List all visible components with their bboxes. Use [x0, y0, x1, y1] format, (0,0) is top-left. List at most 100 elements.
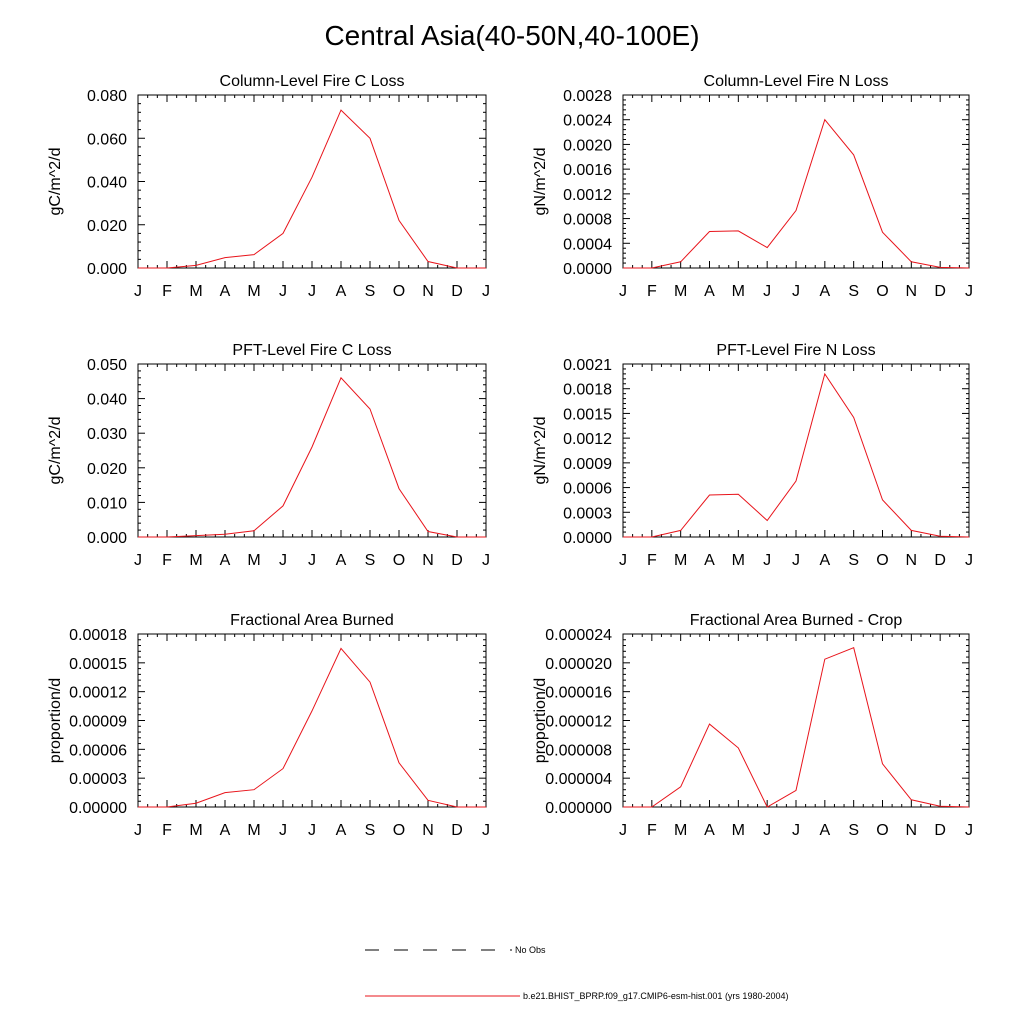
- x-tick-label: A: [819, 283, 830, 300]
- y-tick-label: 0.050: [87, 357, 127, 374]
- x-tick-label: J: [763, 822, 771, 839]
- x-tick-label: F: [647, 552, 657, 569]
- x-tick-label: M: [189, 283, 202, 300]
- plot-frame: [622, 363, 970, 538]
- y-tick-label: 0.0020: [563, 137, 612, 154]
- y-tick-label: 0.0009: [563, 456, 612, 473]
- x-tick-label: M: [189, 552, 202, 569]
- x-tick-label: M: [247, 552, 260, 569]
- y-tick-label: 0.020: [87, 218, 127, 235]
- x-tick-label: J: [792, 552, 800, 569]
- y-axis-label: proportion/d: [47, 678, 64, 763]
- x-tick-label: M: [189, 822, 202, 839]
- x-tick-label: M: [674, 822, 687, 839]
- plot-frame: [622, 94, 970, 269]
- x-tick-label: D: [451, 552, 463, 569]
- x-tick-label: M: [732, 283, 745, 300]
- y-tick-label: 0.000004: [545, 771, 612, 788]
- x-tick-label: M: [732, 822, 745, 839]
- y-tick-label: 0.080: [87, 88, 127, 105]
- series-line: [623, 647, 970, 808]
- chart-title: PFT-Level Fire C Loss: [232, 342, 391, 359]
- x-tick-label: M: [674, 283, 687, 300]
- x-tick-label: S: [365, 552, 376, 569]
- x-tick-label: D: [934, 552, 946, 569]
- x-tick-label: A: [704, 822, 715, 839]
- x-tick-label: J: [792, 283, 800, 300]
- y-tick-label: 0.000: [87, 261, 127, 278]
- y-tick-label: 0.0018: [563, 382, 612, 399]
- y-tick-label: 0.060: [87, 131, 127, 148]
- y-tick-label: 0.020: [87, 461, 127, 478]
- x-tick-label: J: [792, 822, 800, 839]
- x-tick-label: J: [308, 552, 316, 569]
- x-tick-label: J: [619, 552, 627, 569]
- x-tick-label: M: [247, 822, 260, 839]
- x-tick-label: J: [279, 283, 287, 300]
- x-tick-label: J: [482, 283, 490, 300]
- x-tick-label: M: [247, 283, 260, 300]
- x-tick-label: A: [220, 822, 231, 839]
- y-tick-label: 0.0015: [563, 406, 612, 423]
- x-tick-label: A: [336, 552, 347, 569]
- y-tick-label: 0.040: [87, 392, 127, 409]
- y-tick-label: 0.00003: [69, 771, 127, 788]
- x-tick-label: N: [422, 822, 434, 839]
- y-tick-label: 0.000016: [545, 685, 612, 702]
- y-tick-label: 0.000: [87, 530, 127, 547]
- y-tick-label: 0.000000: [545, 800, 612, 817]
- legend-label-2: b.e21.BHIST_BPRP.f09_g17.CMIP6-esm-hist.…: [523, 991, 788, 1001]
- y-tick-label: 0.0003: [563, 505, 612, 522]
- chart-title: Column-Level Fire C Loss: [220, 73, 405, 90]
- y-axis-label: gN/m^2/d: [532, 148, 549, 216]
- y-tick-label: 0.00000: [69, 800, 127, 817]
- x-tick-label: F: [162, 822, 172, 839]
- x-tick-label: N: [422, 283, 434, 300]
- plot-frame: [137, 633, 487, 808]
- x-tick-label: A: [704, 283, 715, 300]
- x-tick-label: O: [876, 822, 888, 839]
- x-tick-label: J: [134, 283, 142, 300]
- x-tick-label: J: [619, 822, 627, 839]
- y-tick-label: 0.00009: [69, 714, 127, 731]
- y-tick-label: 0.00006: [69, 742, 127, 759]
- x-tick-label: O: [393, 822, 405, 839]
- series-line: [623, 372, 970, 538]
- y-tick-label: 0.00015: [69, 656, 127, 673]
- x-tick-label: O: [393, 552, 405, 569]
- x-tick-label: N: [906, 822, 918, 839]
- x-tick-label: J: [482, 822, 490, 839]
- y-tick-label: 0.040: [87, 175, 127, 192]
- y-tick-label: 0.030: [87, 426, 127, 443]
- x-tick-label: A: [704, 552, 715, 569]
- chart-title: Column-Level Fire N Loss: [704, 73, 889, 90]
- series-line: [138, 376, 486, 538]
- x-tick-label: J: [965, 552, 973, 569]
- x-tick-label: S: [848, 552, 859, 569]
- x-tick-label: N: [906, 283, 918, 300]
- y-tick-label: 0.000012: [545, 714, 612, 731]
- legend: No Obs b.e21.BHIST_BPRP.f09_g17.CMIP6-esm…: [365, 945, 788, 1001]
- x-tick-label: S: [365, 822, 376, 839]
- y-tick-label: 0.0012: [563, 431, 612, 448]
- y-tick-label: 0.0006: [563, 481, 612, 498]
- y-tick-label: 0.010: [87, 495, 127, 512]
- x-tick-label: O: [393, 283, 405, 300]
- x-tick-label: F: [647, 283, 657, 300]
- series-line: [623, 118, 970, 269]
- x-tick-label: A: [819, 822, 830, 839]
- y-tick-label: 0.000024: [545, 627, 612, 644]
- x-tick-label: D: [451, 822, 463, 839]
- y-tick-label: 0.0016: [563, 162, 612, 179]
- series-line: [138, 109, 486, 269]
- y-tick-label: 0.00012: [69, 685, 127, 702]
- x-tick-label: A: [336, 822, 347, 839]
- y-tick-label: 0.0021: [563, 357, 612, 374]
- x-tick-label: D: [451, 283, 463, 300]
- y-axis-label: proportion/d: [532, 678, 549, 763]
